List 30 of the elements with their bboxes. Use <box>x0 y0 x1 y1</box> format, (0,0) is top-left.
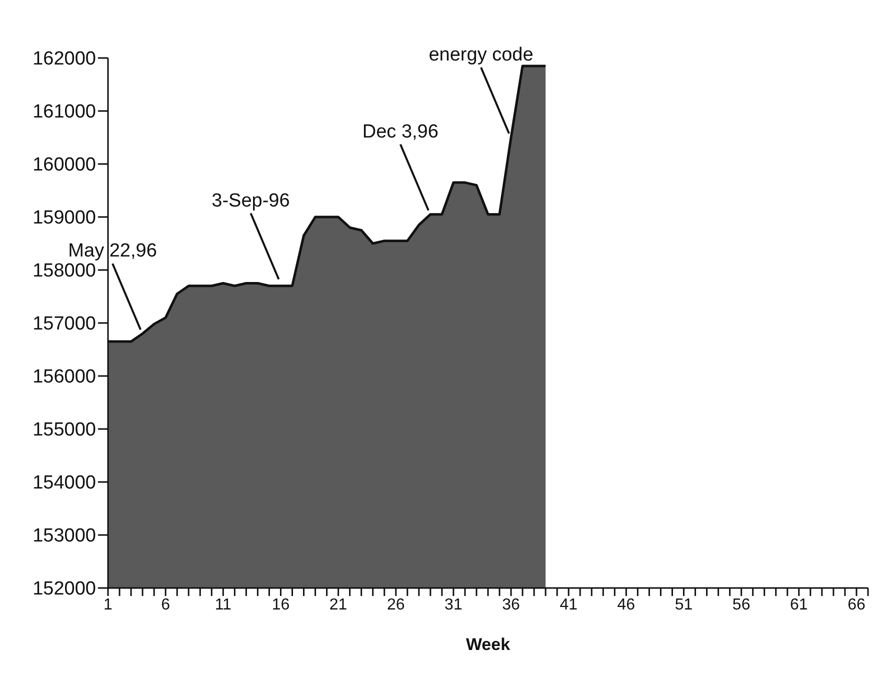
y-tick-label: 159000 <box>32 208 96 229</box>
x-tick-label: 41 <box>560 596 578 614</box>
x-tick-label: 26 <box>386 596 405 614</box>
y-tick-label: 161000 <box>32 102 96 123</box>
x-tick-label: 6 <box>161 596 170 614</box>
x-tick-label: 21 <box>329 596 348 614</box>
y-tick-label: 155000 <box>32 420 96 441</box>
y-tick-label: 162000 <box>32 48 96 70</box>
x-tick-label: 1 <box>104 596 113 614</box>
y-tick-label: 152000 <box>32 578 96 600</box>
x-tick-label: 66 <box>848 596 866 614</box>
y-tick-label: 154000 <box>32 472 96 494</box>
y-tick-label: 160000 <box>32 154 96 176</box>
y-tick-label: 156000 <box>32 366 96 388</box>
annotation: 3-Sep-96 <box>212 190 290 212</box>
y-tick-label: 158000 <box>32 260 96 282</box>
x-tick-label: 46 <box>617 596 636 614</box>
annotation: energy code <box>428 44 534 66</box>
x-tick-label: 56 <box>732 596 750 614</box>
x-axis-title: Week <box>466 635 511 654</box>
x-tick-label: 16 <box>272 596 290 614</box>
x-tick-label: 11 <box>214 596 232 614</box>
x-tick-label: 51 <box>674 596 693 614</box>
x-tick-label: 31 <box>444 596 462 614</box>
x-tick-label: 61 <box>790 596 808 614</box>
y-tick-label: 157000 <box>32 314 96 335</box>
annotation: Dec 3,96 <box>362 121 438 142</box>
x-tick-label: 36 <box>502 596 520 614</box>
y-tick-label: 153000 <box>32 526 96 547</box>
annotation: May 22,96 <box>68 240 157 262</box>
